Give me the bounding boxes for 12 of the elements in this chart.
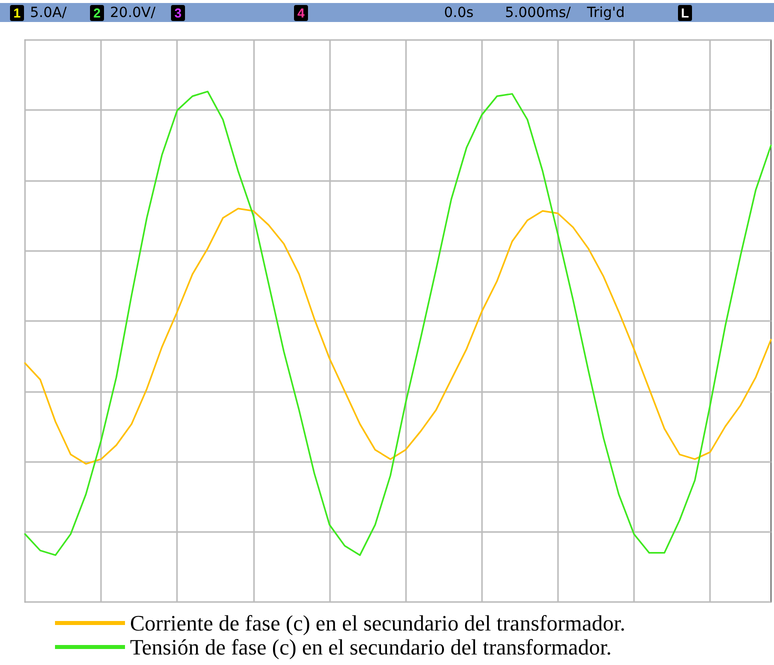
text: 3 [174, 6, 182, 20]
legend-label: Corriente de fase (c) en el secundario del transformador. [130, 610, 626, 636]
text: L [681, 6, 690, 20]
text: 5.000ms/ [505, 5, 572, 21]
text: Trig'd [586, 5, 625, 21]
text: 20.0V/ [110, 5, 156, 21]
text: 1 [13, 6, 21, 20]
legend-label: Tensión de fase (c) en el secundario del transformador. [130, 634, 612, 660]
text: 4 [297, 6, 306, 20]
text: 0.0s [444, 5, 474, 21]
text: 5.0A/ [30, 5, 67, 21]
text: 2 [93, 6, 101, 20]
